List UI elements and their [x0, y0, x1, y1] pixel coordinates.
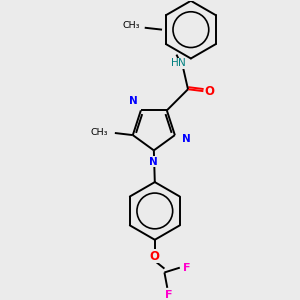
- Text: N: N: [149, 157, 158, 167]
- Text: H: H: [171, 58, 178, 68]
- Text: O: O: [204, 85, 214, 98]
- Text: CH₃: CH₃: [122, 21, 140, 30]
- Text: CH₃: CH₃: [91, 128, 108, 137]
- Text: N: N: [182, 134, 191, 144]
- Text: N: N: [129, 95, 138, 106]
- Text: O: O: [150, 250, 160, 262]
- Text: F: F: [183, 263, 190, 273]
- Text: F: F: [166, 290, 173, 300]
- Text: N: N: [178, 58, 186, 68]
